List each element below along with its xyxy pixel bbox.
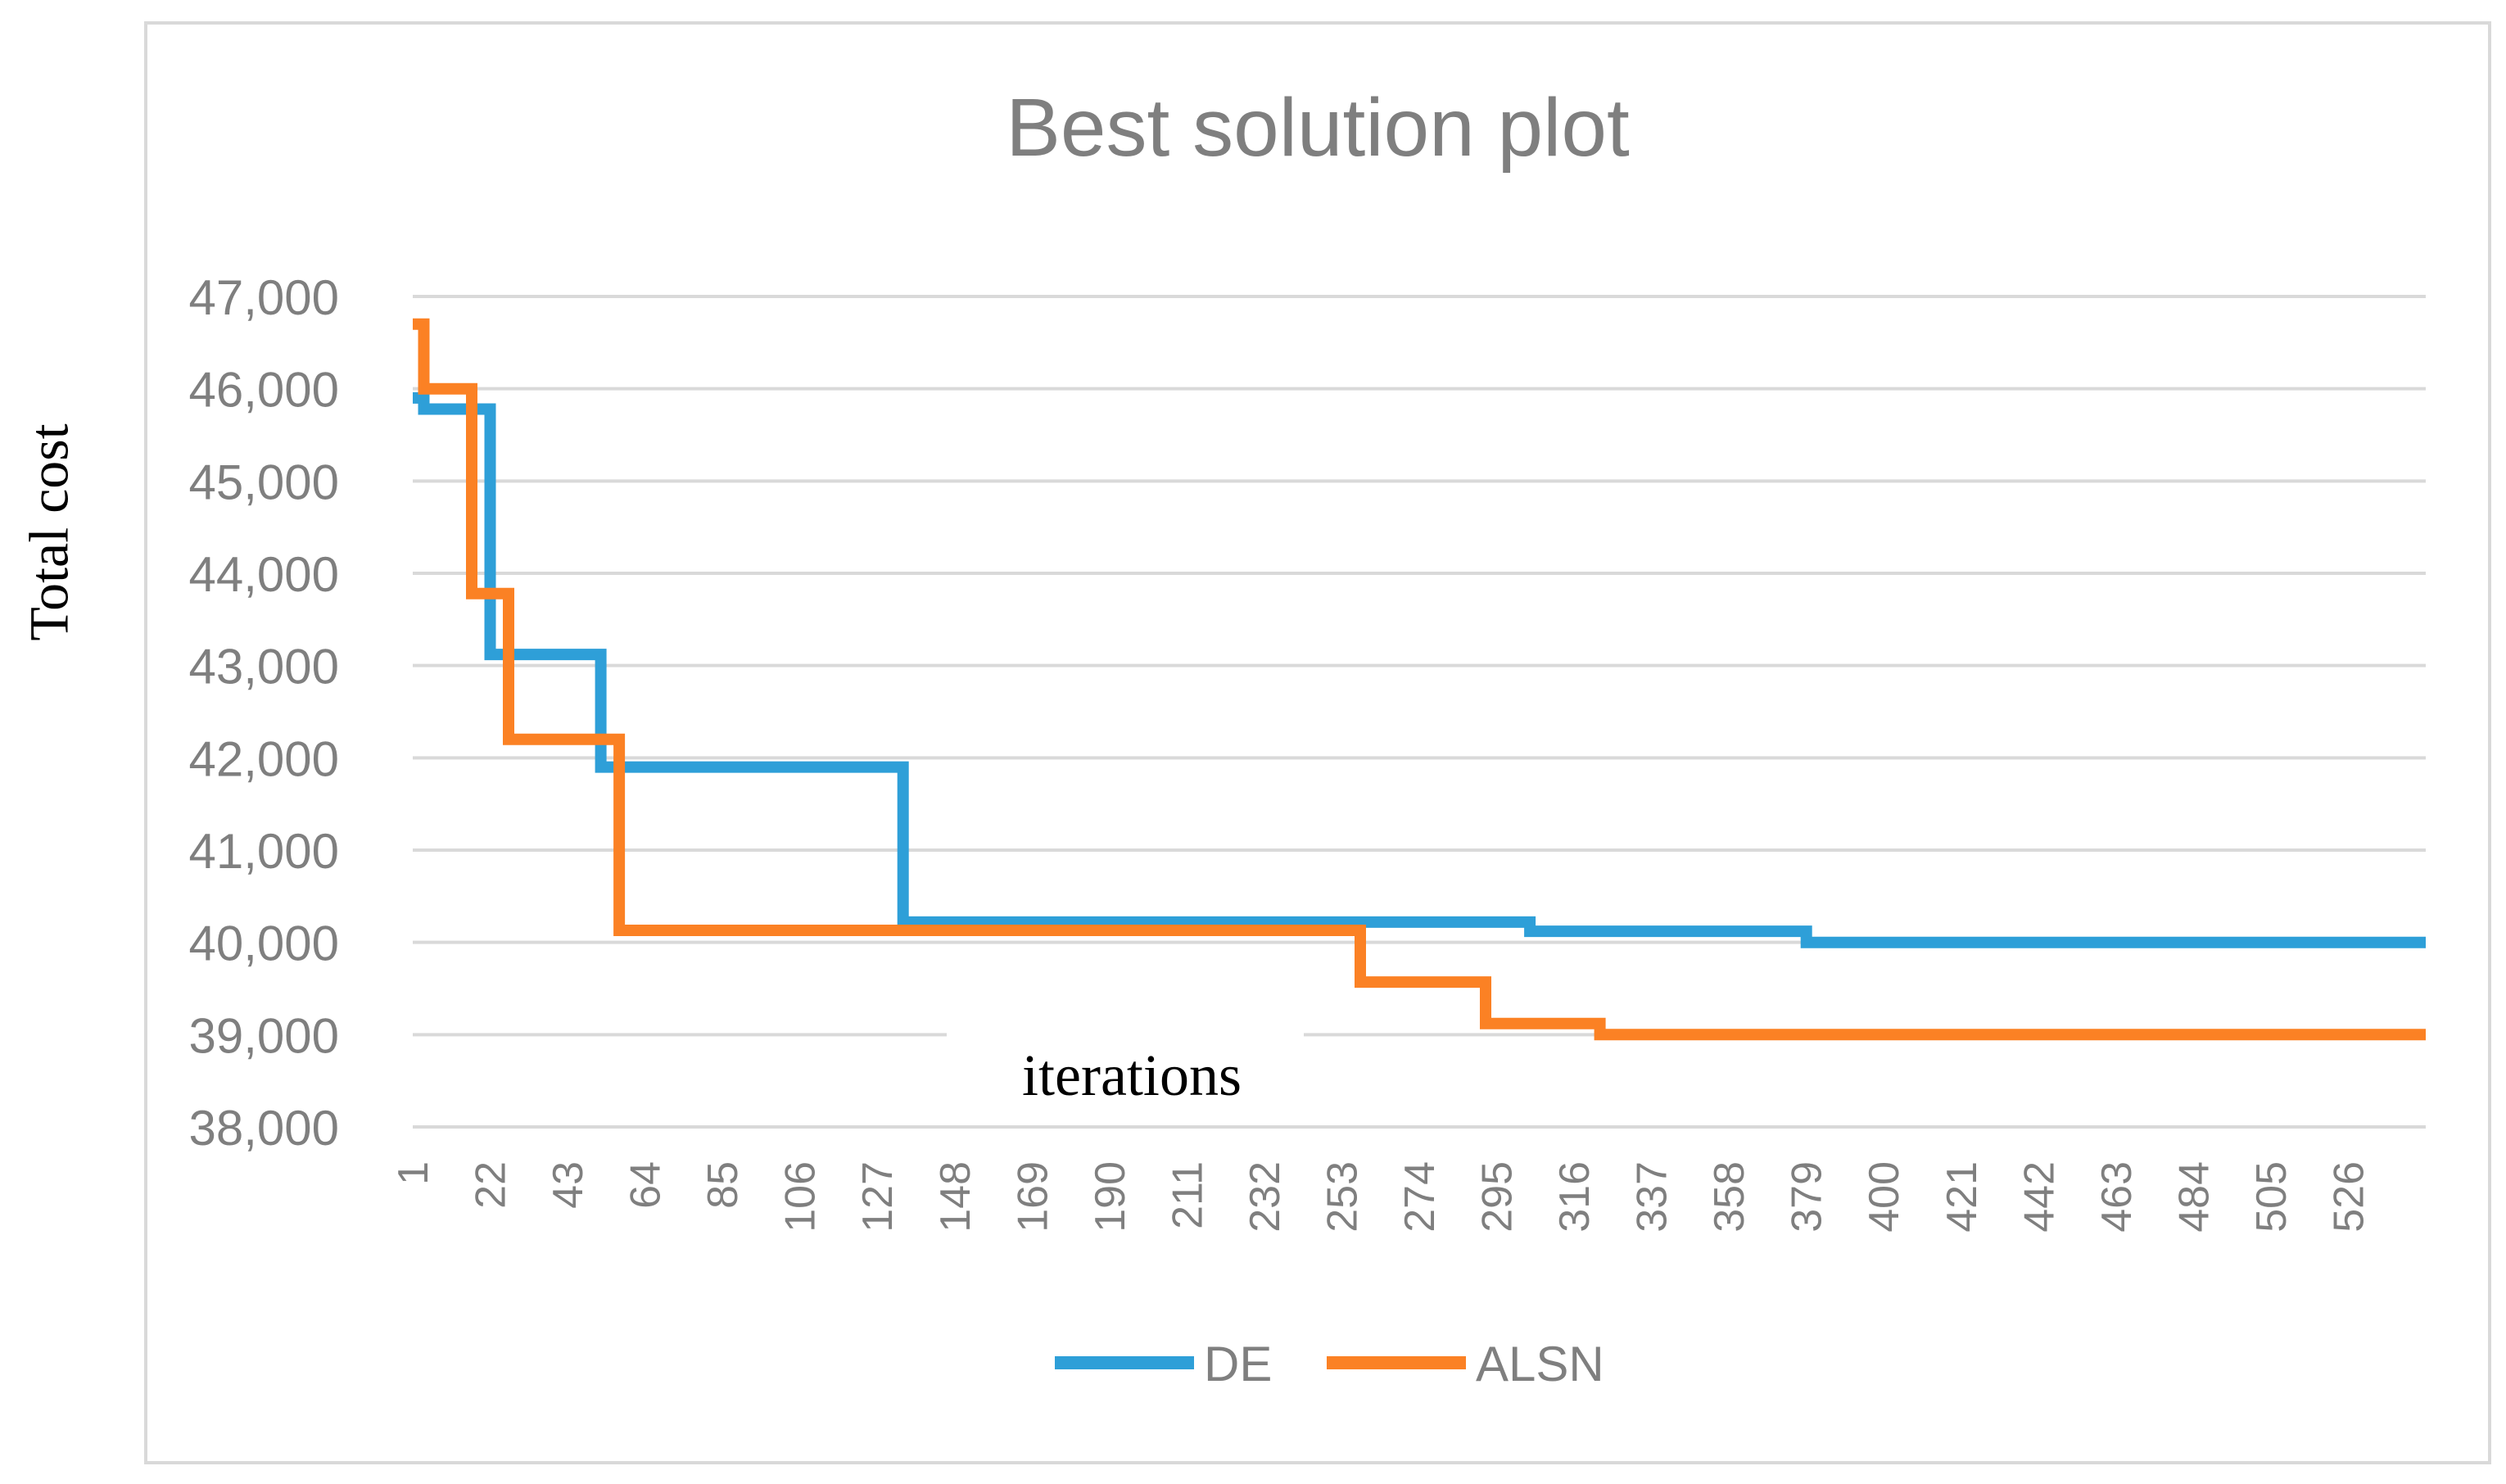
x-tick-label: 484 [2170, 1161, 2218, 1233]
x-axis-label-background [947, 1028, 1304, 1115]
x-tick-label: 1 [390, 1161, 437, 1185]
x-tick-label: 316 [1551, 1161, 1599, 1233]
x-tick-label: 64 [622, 1161, 670, 1209]
x-tick-label: 421 [1938, 1161, 1986, 1233]
series-lines [413, 318, 2426, 1041]
x-axis-label: iterations [1022, 1043, 1242, 1108]
y-tick-label: 44,000 [188, 547, 339, 602]
y-tick-label: 47,000 [188, 270, 339, 325]
x-tick-label: 526 [2325, 1161, 2373, 1233]
x-tick-label: 379 [1784, 1161, 1831, 1233]
y-tick-label: 45,000 [188, 455, 339, 509]
x-tick-label: 232 [1242, 1161, 1289, 1233]
gridlines [413, 295, 2426, 1129]
y-tick-label: 38,000 [188, 1101, 339, 1156]
y-tick-label: 43,000 [188, 640, 339, 694]
x-tick-label: 442 [2015, 1161, 2063, 1233]
x-tick-label: 22 [468, 1161, 515, 1209]
x-tick-label: 43 [545, 1161, 592, 1209]
x-tick-label: 127 [854, 1161, 902, 1233]
x-tick-label: 358 [1706, 1161, 1753, 1233]
y-tick-labels: 38,000 39,000 40,000 41,000 42,000 43,000 44,0… [188, 270, 339, 1156]
x-tick-label: 169 [1009, 1161, 1056, 1233]
y-tick-label: 42,000 [188, 731, 339, 786]
legend-label-de: DE [1204, 1337, 1272, 1391]
series-line-de [413, 391, 2426, 948]
x-tick-labels: 1 22 43 64 85 106 127 148 169 190 211 232 253 274 295 3… [390, 1161, 2373, 1233]
legend: DE ALSN [1055, 1337, 1604, 1391]
x-tick-label: 190 [1087, 1161, 1134, 1233]
chart-frame [144, 21, 2491, 1464]
x-tick-label: 106 [777, 1161, 825, 1233]
y-tick-label: 41,000 [188, 824, 339, 879]
y-tick-label: 46,000 [188, 363, 339, 418]
y-tick-label: 40,000 [188, 916, 339, 971]
x-tick-label: 274 [1396, 1161, 1444, 1233]
series-line-alsn [413, 318, 2426, 1041]
y-tick-label: 39,000 [188, 1008, 339, 1063]
x-tick-label: 400 [1861, 1161, 1908, 1233]
x-tick-label: 505 [2248, 1161, 2296, 1233]
x-tick-label: 295 [1474, 1161, 1522, 1233]
x-tick-label: 463 [2093, 1161, 2141, 1233]
x-tick-label: 337 [1629, 1161, 1676, 1233]
x-tick-label: 253 [1319, 1161, 1366, 1233]
x-tick-label: 85 [699, 1161, 747, 1209]
x-tick-label: 211 [1164, 1161, 1211, 1229]
legend-label-alsn: ALSN [1476, 1337, 1604, 1391]
x-tick-label: 148 [932, 1161, 979, 1233]
chart-title: Best solution plot [1006, 82, 1630, 174]
